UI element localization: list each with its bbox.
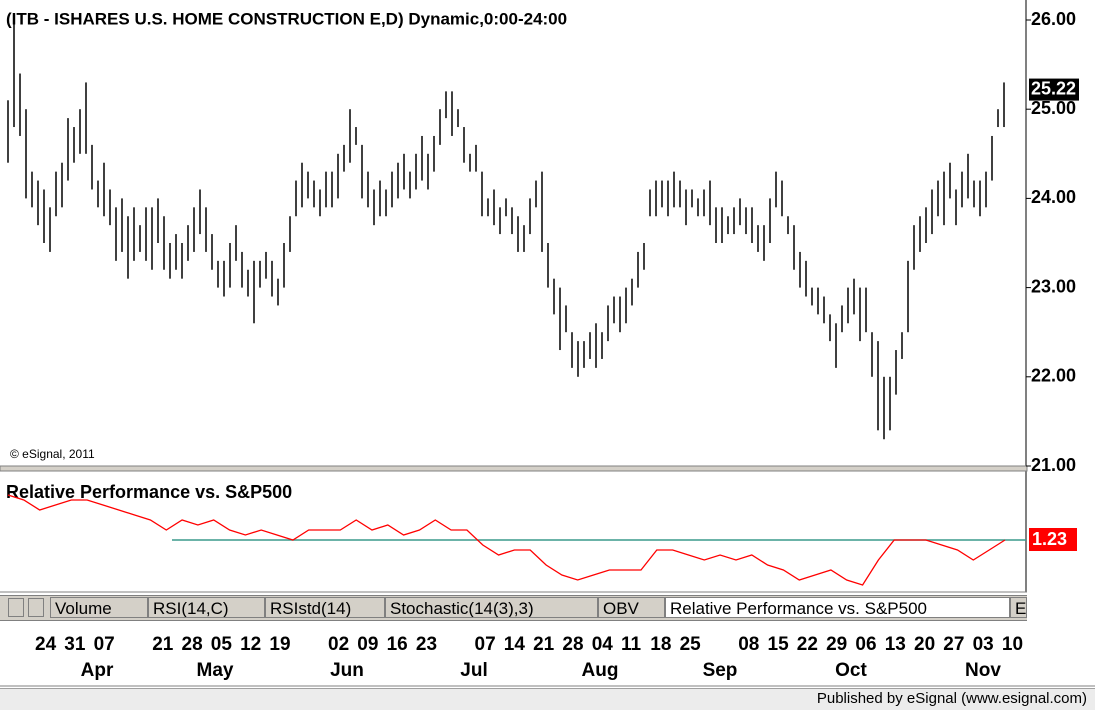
- month-label: May: [197, 660, 234, 681]
- y-tick-label: 26.00: [1031, 9, 1076, 29]
- month-label: Nov: [965, 660, 1001, 681]
- tab[interactable]: OBV: [598, 597, 665, 618]
- panel-separator: [0, 465, 1028, 472]
- tab-bar: Volume RSI(14,C) RSIstd(14) Stochastic(14(3…: [0, 595, 1027, 621]
- day-label: 08: [738, 634, 759, 655]
- day-label: 24: [35, 634, 57, 655]
- scroll-right[interactable]: [28, 598, 44, 617]
- day-label: 07: [94, 634, 115, 655]
- day-label: 04: [592, 634, 614, 655]
- copyright: © eSignal, 2011: [10, 447, 95, 461]
- tab[interactable]: RSI(14,C): [148, 597, 265, 618]
- day-label: 28: [562, 634, 583, 655]
- last-value-label: 25.22: [1031, 78, 1076, 98]
- day-label: 12: [240, 634, 261, 655]
- relative-performance-line: [7, 494, 1006, 586]
- month-label: Jun: [330, 660, 364, 681]
- scroll-left[interactable]: [8, 598, 24, 617]
- month-label: Oct: [835, 660, 867, 681]
- day-label: 25: [680, 634, 702, 655]
- y-tick-label: 23.00: [1031, 276, 1076, 296]
- y-tick-label: 24.00: [1031, 187, 1076, 207]
- day-label: 05: [211, 634, 233, 655]
- day-label: 06: [855, 634, 876, 655]
- month-label: Sep: [703, 660, 738, 681]
- day-label: 07: [475, 634, 496, 655]
- background: [0, 0, 1095, 688]
- day-label: 22: [797, 634, 818, 655]
- tab[interactable]: RSIstd(14): [265, 597, 385, 618]
- tab[interactable]: Relative Performance vs. S&P500: [665, 597, 1010, 618]
- day-label: 15: [768, 634, 790, 655]
- footer: Published by eSignal (www.esignal.com): [0, 688, 1095, 710]
- day-label: 21: [533, 634, 555, 655]
- tab[interactable]: E: [1010, 597, 1027, 618]
- day-label: 13: [885, 634, 906, 655]
- last-value-box: [1029, 78, 1079, 101]
- day-label: 16: [387, 634, 408, 655]
- month-label: Apr: [81, 660, 114, 681]
- day-label: 21: [152, 634, 174, 655]
- chart-title: (ITB - ISHARES U.S. HOME CONSTRUCTION E,…: [6, 9, 567, 28]
- y-tick-label: 21.00: [1031, 455, 1076, 475]
- day-label: 20: [914, 634, 935, 655]
- day-label: 31: [64, 634, 86, 655]
- day-label: 03: [973, 634, 994, 655]
- y-tick-label: 25.00: [1031, 98, 1076, 118]
- day-label: 19: [269, 634, 290, 655]
- tab[interactable]: Volume: [50, 597, 148, 618]
- panel-title: Relative Performance vs. S&P500: [6, 482, 292, 502]
- month-label: Aug: [582, 660, 619, 681]
- day-label: 27: [943, 634, 964, 655]
- day-label: 28: [182, 634, 203, 655]
- day-label: 14: [504, 634, 526, 655]
- day-label: 10: [1002, 634, 1023, 655]
- month-label: Jul: [460, 660, 487, 681]
- day-label: 09: [357, 634, 378, 655]
- reference-box: [1029, 528, 1077, 551]
- day-label: 02: [328, 634, 349, 655]
- reference-label: 1.23: [1032, 529, 1067, 549]
- chart: (ITB - ISHARES U.S. HOME CONSTRUCTION E,…: [0, 0, 1095, 688]
- y-tick-label: 22.00: [1031, 366, 1076, 386]
- day-label: 18: [650, 634, 671, 655]
- tab[interactable]: Stochastic(14(3),3): [385, 597, 598, 618]
- day-label: 29: [826, 634, 847, 655]
- day-label: 11: [621, 634, 642, 655]
- day-label: 23: [416, 634, 437, 655]
